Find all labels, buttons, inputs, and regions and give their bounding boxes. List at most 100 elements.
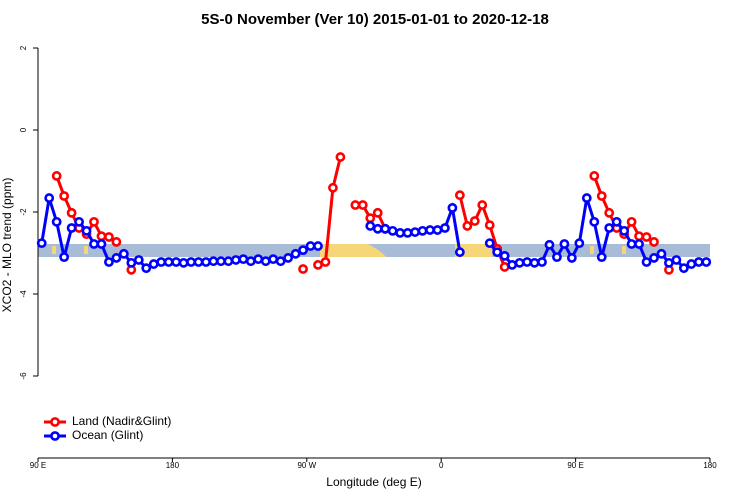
data-point	[148, 259, 159, 269]
data-point	[380, 223, 391, 234]
data-point	[313, 241, 323, 251]
data-point	[133, 255, 144, 265]
data-point	[36, 238, 47, 249]
data-point	[193, 257, 204, 267]
data-point	[163, 257, 174, 267]
data-point	[89, 239, 99, 249]
data-point	[74, 216, 84, 227]
data-point	[686, 259, 697, 269]
data-point	[171, 257, 182, 267]
data-point	[290, 248, 301, 259]
data-point	[387, 225, 398, 236]
data-point	[425, 225, 435, 235]
data-point	[118, 248, 129, 259]
data-point	[51, 171, 62, 181]
x-tick-label: 0	[439, 461, 444, 470]
data-point	[559, 239, 570, 249]
data-point	[462, 221, 473, 231]
data-point	[245, 256, 256, 267]
data-point	[566, 253, 577, 263]
data-point	[454, 190, 465, 201]
data-point	[649, 253, 659, 263]
data-point	[537, 257, 547, 267]
data-point	[104, 257, 114, 267]
data-point	[604, 223, 615, 233]
data-point	[223, 256, 234, 267]
data-point	[141, 263, 152, 274]
data-point	[469, 216, 480, 226]
data-point	[298, 264, 308, 274]
data-point	[96, 231, 107, 242]
data-point	[626, 239, 637, 249]
data-point	[499, 262, 510, 272]
data-point	[365, 221, 376, 231]
data-point	[283, 253, 294, 263]
data-point	[641, 232, 652, 242]
data-point	[634, 231, 644, 242]
data-point	[701, 257, 712, 267]
data-point	[454, 247, 465, 258]
data-point	[581, 193, 592, 203]
data-point	[66, 207, 77, 218]
data-point	[111, 253, 122, 263]
y-axis-label: XCO2 - MLO trend (ppm)	[0, 178, 14, 313]
data-point	[96, 239, 107, 249]
y-tick-label: 0	[19, 127, 28, 132]
data-point	[66, 223, 77, 233]
data-point	[298, 245, 308, 256]
data-point	[604, 207, 615, 218]
data-point	[410, 227, 420, 237]
data-point	[693, 257, 704, 267]
data-point	[230, 255, 241, 265]
data-point	[656, 248, 667, 259]
legend-marker	[50, 431, 60, 441]
data-point	[589, 171, 600, 181]
data-point	[81, 225, 92, 236]
data-point	[350, 200, 361, 210]
y-tick-label: -4	[19, 290, 28, 298]
data-point	[186, 257, 196, 267]
x-axis-label: Longitude (deg E)	[326, 475, 421, 489]
data-point	[611, 216, 622, 227]
legend-marker	[50, 417, 60, 427]
data-point	[634, 239, 644, 249]
x-tick-label: 180	[166, 461, 180, 470]
data-point	[313, 259, 323, 270]
data-point	[484, 238, 495, 249]
data-point	[59, 252, 70, 262]
data-point	[522, 257, 532, 267]
data-point	[395, 228, 406, 238]
chart-title: 5S-0 November (Ver 10) 2015-01-01 to 202…	[201, 11, 549, 28]
data-point	[59, 191, 70, 201]
data-point	[365, 213, 376, 224]
legend-label: Ocean (Glint)	[72, 428, 143, 442]
data-point	[372, 223, 383, 234]
data-point	[529, 257, 540, 268]
data-point	[626, 216, 637, 227]
legend-label: Land (Nadir&Glint)	[72, 414, 171, 428]
y-tick-label: -2	[19, 208, 28, 216]
data-point	[89, 216, 99, 227]
data-point	[596, 252, 607, 262]
data-point	[507, 259, 518, 270]
data-point	[619, 225, 630, 236]
data-point	[440, 223, 450, 233]
y-tick-label: 2	[19, 45, 28, 50]
data-point	[216, 256, 226, 267]
x-tick-label: 90 W	[297, 461, 316, 470]
data-point	[499, 250, 510, 261]
x-tick-label: 90 E	[567, 461, 583, 470]
data-point	[44, 193, 55, 203]
data-point	[305, 241, 316, 251]
data-point	[641, 257, 652, 267]
data-point	[126, 257, 137, 268]
data-point	[357, 200, 368, 210]
x-tick-label: 90 E	[30, 461, 46, 470]
data-point	[596, 191, 607, 201]
data-point	[320, 257, 331, 267]
x-tick-label: 180	[703, 461, 717, 470]
series	[36, 193, 712, 274]
data-point	[208, 256, 219, 267]
data-point	[275, 256, 286, 267]
data-point	[178, 257, 189, 268]
